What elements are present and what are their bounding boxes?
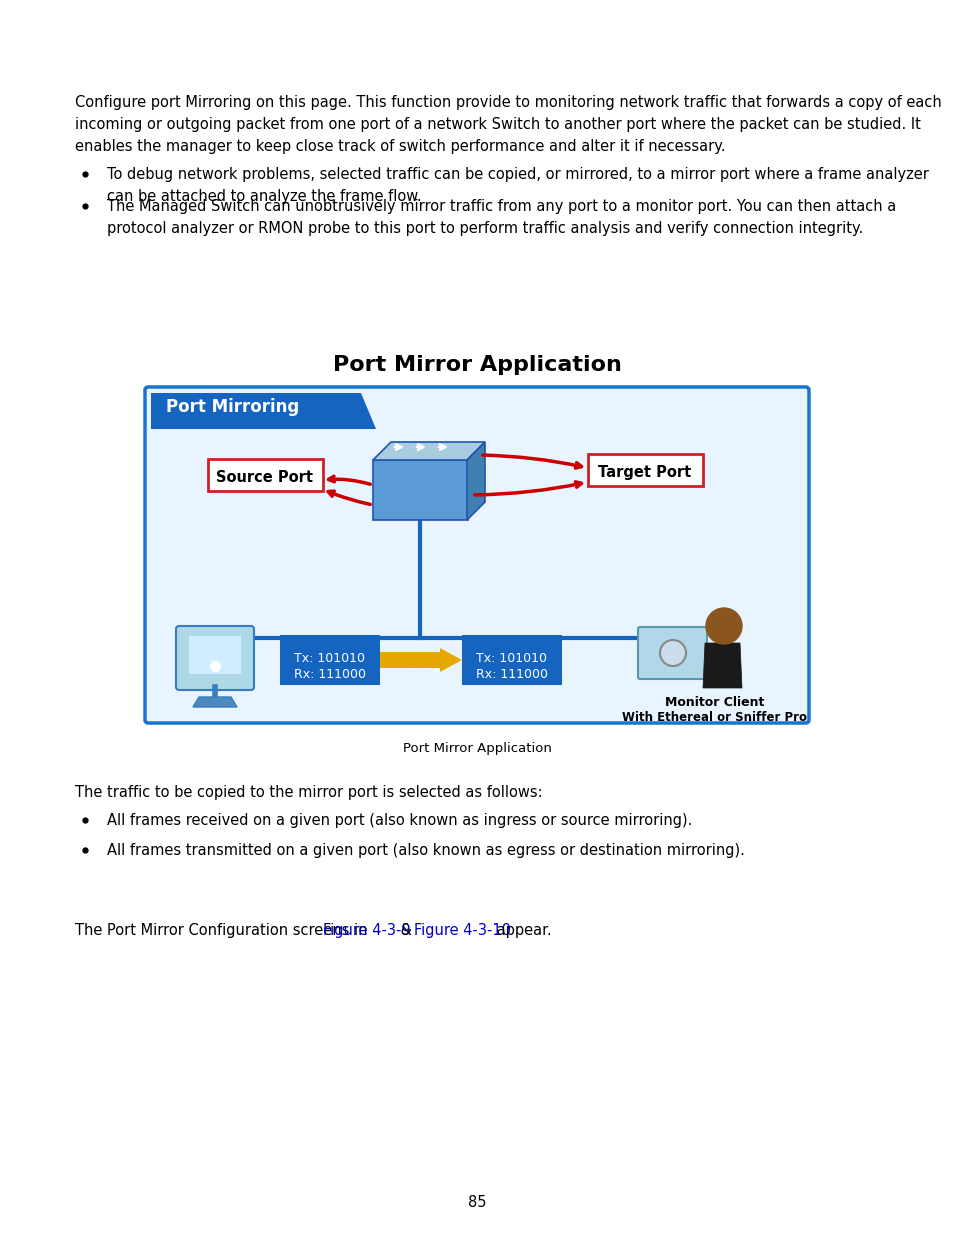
Text: &: & [395, 923, 416, 939]
Polygon shape [373, 442, 484, 459]
Text: enables the manager to keep close track of switch performance and alter it if ne: enables the manager to keep close track … [75, 140, 724, 154]
FancyBboxPatch shape [208, 459, 323, 492]
Text: The traffic to be copied to the mirror port is selected as follows:: The traffic to be copied to the mirror p… [75, 785, 542, 800]
Text: Tx: 101010: Tx: 101010 [476, 652, 547, 664]
Text: With Ethereal or Sniffer Pro: With Ethereal or Sniffer Pro [622, 711, 806, 724]
Text: Tx: 101010: Tx: 101010 [294, 652, 365, 664]
Text: Source Port: Source Port [216, 469, 314, 484]
Text: All frames transmitted on a given port (also known as egress or destination mirr: All frames transmitted on a given port (… [107, 844, 744, 858]
Polygon shape [151, 393, 375, 429]
Text: The Port Mirror Configuration screens in: The Port Mirror Configuration screens in [75, 923, 372, 939]
FancyBboxPatch shape [587, 454, 702, 487]
Text: can be attached to analyze the frame flow.: can be attached to analyze the frame flo… [107, 189, 421, 204]
Text: Target Port: Target Port [598, 464, 691, 479]
Text: Mirroring: Mirroring [378, 658, 440, 672]
Text: Figure 4-3-10: Figure 4-3-10 [414, 923, 510, 939]
Text: Configure port Mirroring on this page. This function provide to monitoring netwo: Configure port Mirroring on this page. T… [75, 95, 941, 110]
Polygon shape [702, 643, 741, 688]
Text: incoming or outgoing packet from one port of a network Switch to another port wh: incoming or outgoing packet from one por… [75, 117, 920, 132]
FancyBboxPatch shape [638, 627, 706, 679]
Text: Port Mirror Application: Port Mirror Application [333, 354, 620, 375]
Text: Rx: 111000: Rx: 111000 [476, 668, 547, 680]
Text: Monitor Client: Monitor Client [664, 697, 764, 709]
Text: The Managed Switch can unobtrusively mirror traffic from any port to a monitor p: The Managed Switch can unobtrusively mir… [107, 199, 895, 214]
FancyBboxPatch shape [280, 635, 379, 685]
Polygon shape [379, 648, 461, 672]
Text: Port Mirror Application: Port Mirror Application [402, 742, 551, 755]
FancyBboxPatch shape [145, 387, 808, 722]
Text: To debug network problems, selected traffic can be copied, or mirrored, to a mir: To debug network problems, selected traf… [107, 167, 928, 182]
FancyBboxPatch shape [175, 626, 253, 690]
Text: Port Mirroring: Port Mirroring [166, 398, 299, 416]
Text: appear.: appear. [492, 923, 552, 939]
Text: e: e [667, 650, 678, 664]
Circle shape [659, 640, 685, 666]
FancyBboxPatch shape [461, 635, 561, 685]
FancyBboxPatch shape [373, 459, 468, 520]
Polygon shape [193, 697, 236, 706]
Text: Figure 4-3-9: Figure 4-3-9 [323, 923, 410, 939]
Polygon shape [467, 442, 484, 520]
Circle shape [705, 608, 741, 643]
Text: 85: 85 [467, 1195, 486, 1210]
Text: Rx: 111000: Rx: 111000 [294, 668, 366, 680]
FancyBboxPatch shape [189, 636, 241, 674]
Text: All frames received on a given port (also known as ingress or source mirroring).: All frames received on a given port (als… [107, 813, 692, 827]
Text: protocol analyzer or RMON probe to this port to perform traffic analysis and ver: protocol analyzer or RMON probe to this … [107, 221, 862, 236]
